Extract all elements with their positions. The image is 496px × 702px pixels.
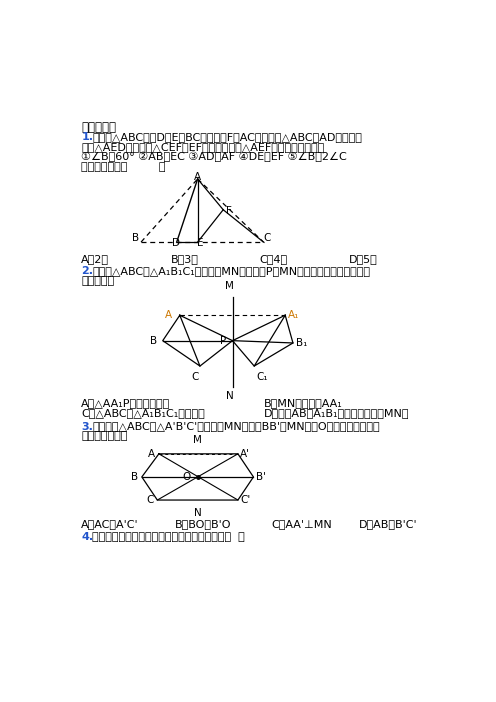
Text: D．直线AB、A₁B₁的交点不一定在MN上: D．直线AB、A₁B₁的交点不一定在MN上 <box>263 409 409 418</box>
Text: C': C' <box>240 495 250 505</box>
Text: A: A <box>194 172 201 182</box>
Text: B: B <box>131 472 138 482</box>
Text: B．BO＝B'O: B．BO＝B'O <box>175 519 231 529</box>
Text: B．3个: B．3个 <box>171 253 198 264</box>
Text: D: D <box>172 238 180 249</box>
Text: C₁: C₁ <box>256 372 268 382</box>
Text: A．△AA₁P是等腰三角形: A．△AA₁P是等腰三角形 <box>81 397 171 408</box>
Text: B: B <box>132 233 139 243</box>
Text: 定正确的是（）: 定正确的是（） <box>81 432 128 442</box>
Text: 好与△AED重合，将△CEF沿EF折叠，恰好与△AEF重合，下列结论：: 好与△AED重合，将△CEF沿EF折叠，恰好与△AEF重合，下列结论： <box>81 142 324 152</box>
Text: 2.: 2. <box>81 266 93 276</box>
Text: 1.: 1. <box>81 132 93 142</box>
Text: ①∠B＝60° ②AB＝EC ③AD＝AF ④DE＝EF ⑤∠B＝2∠C: ①∠B＝60° ②AB＝EC ③AD＝AF ④DE＝EF ⑤∠B＝2∠C <box>81 152 347 162</box>
Text: B: B <box>150 336 157 345</box>
Text: C．AA'⊥MN: C．AA'⊥MN <box>271 519 332 529</box>
Text: 3.: 3. <box>81 421 93 432</box>
Text: 误的是（）: 误的是（） <box>81 276 115 286</box>
Text: 如图，若△ABC与△A'B'C'关于直线MN对称，BB'交MN于点O，则下列说法不一: 如图，若△ABC与△A'B'C'关于直线MN对称，BB'交MN于点O，则下列说法… <box>92 421 380 432</box>
Text: 一、选择题: 一、选择题 <box>81 121 117 134</box>
Text: 如图，△ABC，点D、E在BC边上，点F在AC边上，将△ABC沿AD折叠，恰: 如图，△ABC，点D、E在BC边上，点F在AC边上，将△ABC沿AD折叠，恰 <box>92 132 362 142</box>
Text: A': A' <box>240 449 250 459</box>
Text: A．2个: A．2个 <box>81 253 110 264</box>
Text: P: P <box>220 336 226 345</box>
Text: A: A <box>148 449 155 459</box>
Text: 4.: 4. <box>81 532 94 543</box>
Text: 正确的个数有（         ）: 正确的个数有（ ） <box>81 162 166 172</box>
Text: M: M <box>193 435 202 445</box>
Text: B．MN垂直平分AA₁: B．MN垂直平分AA₁ <box>263 397 342 408</box>
Text: C: C <box>191 372 198 382</box>
Text: C: C <box>146 495 153 505</box>
Text: B₁: B₁ <box>296 338 308 348</box>
Text: C: C <box>264 233 271 243</box>
Text: C．4个: C．4个 <box>259 253 288 264</box>
Text: M: M <box>225 281 234 291</box>
Text: A: A <box>165 310 172 320</box>
Text: 如图，△ABC与△A₁B₁C₁关于直线MN对称，点P为MN上任一点，下列结论中错: 如图，△ABC与△A₁B₁C₁关于直线MN对称，点P为MN上任一点，下列结论中错 <box>92 266 370 276</box>
Text: 下列与防疫有关的图案中不是轴对称图形的有（  ）: 下列与防疫有关的图案中不是轴对称图形的有（ ） <box>92 532 245 543</box>
Text: N: N <box>226 391 233 401</box>
Text: F: F <box>227 206 232 216</box>
Text: A．AC＝A'C': A．AC＝A'C' <box>81 519 139 529</box>
Text: O: O <box>183 472 190 482</box>
Text: C．△ABC与△A₁B₁C₁面积相等: C．△ABC与△A₁B₁C₁面积相等 <box>81 409 205 418</box>
Text: A₁: A₁ <box>288 310 300 320</box>
Text: D．5个: D．5个 <box>349 253 377 264</box>
Text: D．AB＝B'C': D．AB＝B'C' <box>359 519 418 529</box>
Text: N: N <box>194 508 201 518</box>
Text: E: E <box>197 238 204 249</box>
Text: B': B' <box>256 472 266 482</box>
